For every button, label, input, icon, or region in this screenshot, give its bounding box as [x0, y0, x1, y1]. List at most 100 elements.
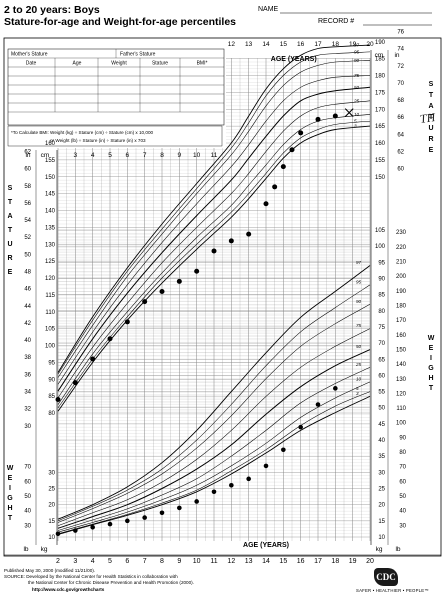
age-tick-bottom: 14 — [262, 558, 270, 565]
age-tick-bottom: 9 — [177, 558, 181, 565]
stature-cm-tick-left: 145 — [45, 192, 56, 198]
bmi-note-line-2: or Weight (lb) ÷ Stature (in) ÷ Stature … — [50, 138, 146, 143]
weight-kg-tick-right: 75 — [378, 325, 385, 331]
weight-percentile-label-3: 3 — [356, 391, 359, 396]
weight-point — [142, 515, 147, 520]
age-tick-bottom: 15 — [279, 558, 287, 565]
weight-percentile-label-97: 97 — [356, 260, 362, 265]
measurement-points — [55, 108, 354, 537]
stature-point — [142, 299, 148, 305]
weight-lb-tick-right: 80 — [399, 450, 406, 456]
stature-point — [55, 397, 61, 402]
age-tick-inner: 7 — [143, 152, 147, 159]
weight-lb-tick-right: 120 — [396, 391, 407, 397]
name-label: NAME — [258, 6, 279, 13]
stature-title-right-letter: E — [429, 147, 434, 154]
age-tick-top: 18 — [332, 41, 340, 48]
age-tick-top: 15 — [280, 41, 288, 48]
stature-point — [298, 130, 304, 136]
weight-percentile-3 — [57, 395, 371, 535]
stature-point — [90, 356, 96, 362]
weight-percentile-50 — [57, 349, 371, 529]
weight-kg-tick-left: 25 — [48, 487, 55, 493]
weight-percentile-label-50: 50 — [356, 344, 362, 349]
weight-percentile-label-5: 5 — [356, 386, 359, 391]
kg-unit-left: kg — [41, 546, 48, 553]
stature-title-left-letter: T — [8, 199, 13, 206]
stature-cm-tick-right: 175 — [375, 90, 386, 96]
weight-percentile-5 — [57, 391, 371, 535]
in-unit-right: in — [394, 52, 399, 59]
weight-title-left-letter: H — [7, 505, 12, 512]
age-tick-bottom: 7 — [143, 558, 147, 565]
weight-lb-tick-left: 30 — [24, 523, 31, 529]
weight-point — [298, 424, 303, 430]
weight-kg-tick-right: 105 — [375, 228, 386, 234]
stature-in-tick-left: 46 — [24, 287, 31, 293]
chart-subtitle: Stature-for-age and Weight-for-age perce… — [4, 16, 237, 28]
stature-percentile-97 — [57, 44, 371, 373]
weight-kg-tick-right: 25 — [378, 487, 385, 493]
axis-labels: 12 13 14 15 16 17 18 19 203 4 5 6 7 8 9 10 112 3 4 5 6 7 8 9 10 1… — [4, 29, 441, 565]
stature-percentile-label-3: 3 — [354, 124, 357, 129]
stature-percentile-90 — [57, 60, 371, 378]
stature-in-tick-right: 62 — [397, 150, 404, 156]
age-tick-bottom: 4 — [91, 558, 95, 565]
weight-percentile-label-10: 10 — [356, 376, 362, 381]
age-tick-top: 17 — [314, 41, 322, 48]
weight-title-right-letter: G — [428, 365, 434, 372]
weight-lb-tick-right: 160 — [396, 333, 407, 339]
age-tick-bottom: 17 — [314, 558, 322, 565]
stature-cm-tick-left: 90 — [48, 377, 55, 383]
weight-lb-tick-right: 210 — [396, 259, 407, 265]
weight-lb-tick-right: 30 — [399, 523, 406, 529]
stature-percentile-50 — [57, 86, 371, 392]
lb-unit-right: lb — [395, 546, 400, 553]
stature-in-tick-right: 70 — [397, 81, 404, 87]
footer-source-1: SOURCE: Developed by the National Center… — [4, 574, 178, 579]
stature-title-right-letter: T — [429, 114, 434, 121]
weight-point — [55, 531, 61, 537]
stature-point — [159, 289, 165, 294]
info-column-header: BMI* — [197, 61, 208, 67]
weight-kg-tick-right: 45 — [378, 422, 385, 428]
weight-percentile-label-75: 75 — [356, 323, 362, 328]
weight-point — [333, 386, 338, 391]
stature-in-tick-left: 56 — [24, 201, 31, 207]
stature-point — [272, 184, 278, 190]
weight-title-left-letter: W — [7, 465, 14, 472]
cdc-tagline: SAFER • HEALTHIER • PEOPLE™ — [356, 588, 429, 593]
age-tick-bottom: 20 — [366, 558, 374, 565]
info-column-header: Date — [26, 61, 37, 67]
weight-point — [107, 521, 113, 527]
age-tick-bottom: 8 — [160, 558, 164, 565]
stature-point — [263, 201, 269, 207]
stature-cm-tick-left: 160 — [45, 141, 56, 147]
weight-kg-tick-right: 35 — [378, 454, 385, 460]
weight-percentile-10 — [57, 381, 371, 533]
stature-cm-tick-left: 155 — [45, 158, 56, 164]
chart-title: 2 to 20 years: Boys — [4, 4, 100, 16]
stature-title-right-letter: R — [428, 136, 433, 143]
stature-in-tick-right: 60 — [397, 167, 404, 173]
weight-point — [177, 505, 182, 511]
stature-cm-tick-right: 160 — [375, 141, 386, 147]
age-tick-bottom: 11 — [210, 558, 217, 565]
record-label: RECORD # — [318, 18, 355, 25]
weight-point — [246, 476, 251, 482]
stature-cm-tick-left: 130 — [45, 242, 56, 248]
weight-title-left-letter: I — [9, 485, 11, 492]
weight-lb-tick-left: 50 — [24, 494, 31, 500]
weight-point — [229, 482, 234, 488]
weight-point — [263, 463, 269, 469]
weight-lb-tick-right: 110 — [396, 406, 406, 412]
weight-kg-tick-right: 30 — [378, 470, 385, 476]
cm-unit-left: cm — [41, 152, 50, 159]
weight-percentile-label-90: 90 — [356, 299, 362, 304]
stature-cm-tick-right: 150 — [375, 175, 386, 181]
weight-lb-tick-right: 60 — [399, 479, 406, 485]
stature-in-tick-right: 64 — [397, 132, 404, 138]
stature-cm-tick-left: 135 — [45, 225, 56, 231]
stature-in-tick-left: 44 — [24, 304, 31, 310]
